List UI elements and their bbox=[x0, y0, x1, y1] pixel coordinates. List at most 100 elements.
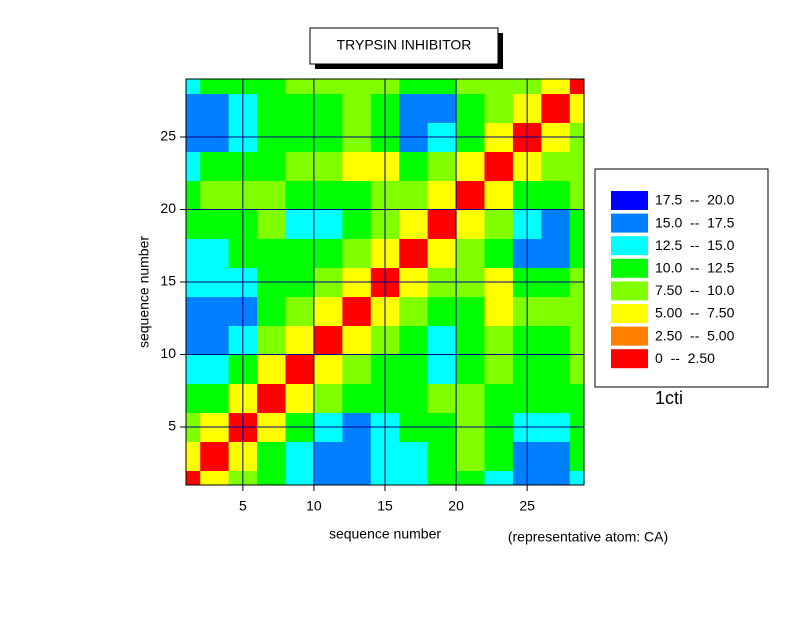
contour-cell bbox=[484, 383, 514, 413]
contour-cell bbox=[313, 151, 343, 181]
contour-cell bbox=[541, 383, 571, 413]
contour-cell bbox=[484, 79, 514, 94]
contour-cell bbox=[342, 441, 372, 471]
contour-cell bbox=[484, 470, 514, 485]
contour-cell bbox=[541, 180, 571, 210]
contour-cell bbox=[399, 441, 429, 471]
contour-cell bbox=[484, 296, 514, 326]
contour-cell bbox=[569, 93, 584, 123]
contour-cell bbox=[257, 180, 286, 210]
legend-swatch bbox=[611, 281, 648, 301]
contour-cell bbox=[456, 470, 485, 485]
legend-label: 10.0 -- 12.5 bbox=[655, 260, 735, 276]
contour-cell bbox=[399, 209, 429, 239]
contour-cell bbox=[342, 209, 372, 239]
contour-cell bbox=[313, 209, 343, 239]
contour-cell bbox=[200, 354, 230, 384]
contour-cell bbox=[200, 325, 230, 355]
contour-cell bbox=[541, 209, 571, 239]
x-axis-label: sequence number bbox=[329, 526, 441, 542]
x-tick-label: 25 bbox=[519, 498, 535, 514]
contour-cell bbox=[342, 79, 372, 94]
contour-cell bbox=[285, 238, 315, 268]
contour-cell bbox=[541, 151, 571, 181]
contour-cell bbox=[456, 296, 485, 326]
contour-cell bbox=[569, 470, 584, 485]
contour-cell bbox=[427, 238, 457, 268]
contour-cell bbox=[313, 354, 343, 384]
contour-cell bbox=[456, 209, 485, 239]
contour-cell bbox=[456, 238, 485, 268]
contour-cell bbox=[257, 93, 286, 123]
legend-label: 0 -- 2.50 bbox=[655, 350, 715, 366]
contour-cell bbox=[484, 441, 514, 471]
contour-cell bbox=[257, 209, 286, 239]
contour-cell bbox=[427, 325, 457, 355]
contour-cell bbox=[342, 238, 372, 268]
contour-cell bbox=[569, 296, 584, 326]
contour-cell bbox=[541, 93, 571, 123]
contour-cell bbox=[257, 354, 286, 384]
contour-cell bbox=[285, 93, 315, 123]
legend-swatch bbox=[611, 349, 648, 369]
contour-cell bbox=[285, 209, 315, 239]
legend-label: 15.0 -- 17.5 bbox=[655, 214, 735, 230]
contour-cell bbox=[427, 441, 457, 471]
title-box bbox=[309, 27, 499, 65]
contour-cell bbox=[313, 383, 343, 413]
contour-cell bbox=[427, 180, 457, 210]
contour-cell bbox=[186, 238, 201, 268]
legend-swatch bbox=[611, 191, 648, 210]
legend-swatch bbox=[611, 304, 648, 323]
contour-cell bbox=[285, 79, 315, 94]
legend-label: 2.50 -- 5.00 bbox=[655, 327, 735, 343]
contour-cell bbox=[257, 325, 286, 355]
contour-cell bbox=[484, 180, 514, 210]
contour-cell bbox=[200, 151, 230, 181]
legend: 17.5 -- 20.0 15.0 -- 17.5 12.5 -- 15.0 10.0… bbox=[611, 191, 735, 369]
contour-cell bbox=[399, 180, 429, 210]
contour-cell bbox=[427, 354, 457, 384]
contour-cell bbox=[257, 470, 286, 485]
contour-cell bbox=[313, 441, 343, 471]
x-tick-label: 15 bbox=[377, 498, 393, 514]
contour-cell bbox=[456, 79, 485, 94]
contour-cell bbox=[200, 470, 230, 485]
contour-cell bbox=[399, 354, 429, 384]
contour-cell bbox=[200, 383, 230, 413]
contour-cell bbox=[200, 79, 230, 94]
contour-cell bbox=[569, 354, 584, 384]
contour-cell bbox=[541, 441, 571, 471]
contour-cell bbox=[200, 296, 230, 326]
contour-cell bbox=[257, 441, 286, 471]
contour-cell bbox=[484, 354, 514, 384]
contour-cell bbox=[427, 383, 457, 413]
contour-cell bbox=[186, 325, 201, 355]
contour-cell bbox=[569, 238, 584, 268]
contour-cell bbox=[285, 470, 315, 485]
contour-cell bbox=[427, 470, 457, 485]
contour-cell bbox=[285, 180, 315, 210]
legend-label: 7.50 -- 10.0 bbox=[655, 282, 735, 298]
contour-cell bbox=[569, 209, 584, 239]
contour-cell bbox=[257, 383, 286, 413]
contour-cell bbox=[342, 93, 372, 123]
contour-cell bbox=[186, 79, 201, 94]
contour-cell bbox=[200, 209, 230, 239]
contour-cell bbox=[257, 238, 286, 268]
contour-cell bbox=[399, 238, 429, 268]
legend-swatch bbox=[611, 213, 648, 233]
contour-cell bbox=[342, 383, 372, 413]
contour-cell bbox=[569, 79, 584, 94]
contour-cell bbox=[285, 383, 315, 413]
contour-cell bbox=[399, 296, 429, 326]
contour-cell bbox=[541, 79, 571, 94]
axes: 5 10 15 20 25 5 10 15 20 25 bbox=[160, 78, 585, 514]
plot-frame bbox=[185, 78, 585, 486]
contour-cell bbox=[484, 325, 514, 355]
contour-cell bbox=[342, 325, 372, 355]
contour-cell bbox=[186, 296, 201, 326]
contour-cell bbox=[313, 325, 343, 355]
contour-cell bbox=[399, 79, 429, 94]
legend-label: 17.5 -- 20.0 bbox=[655, 192, 735, 208]
